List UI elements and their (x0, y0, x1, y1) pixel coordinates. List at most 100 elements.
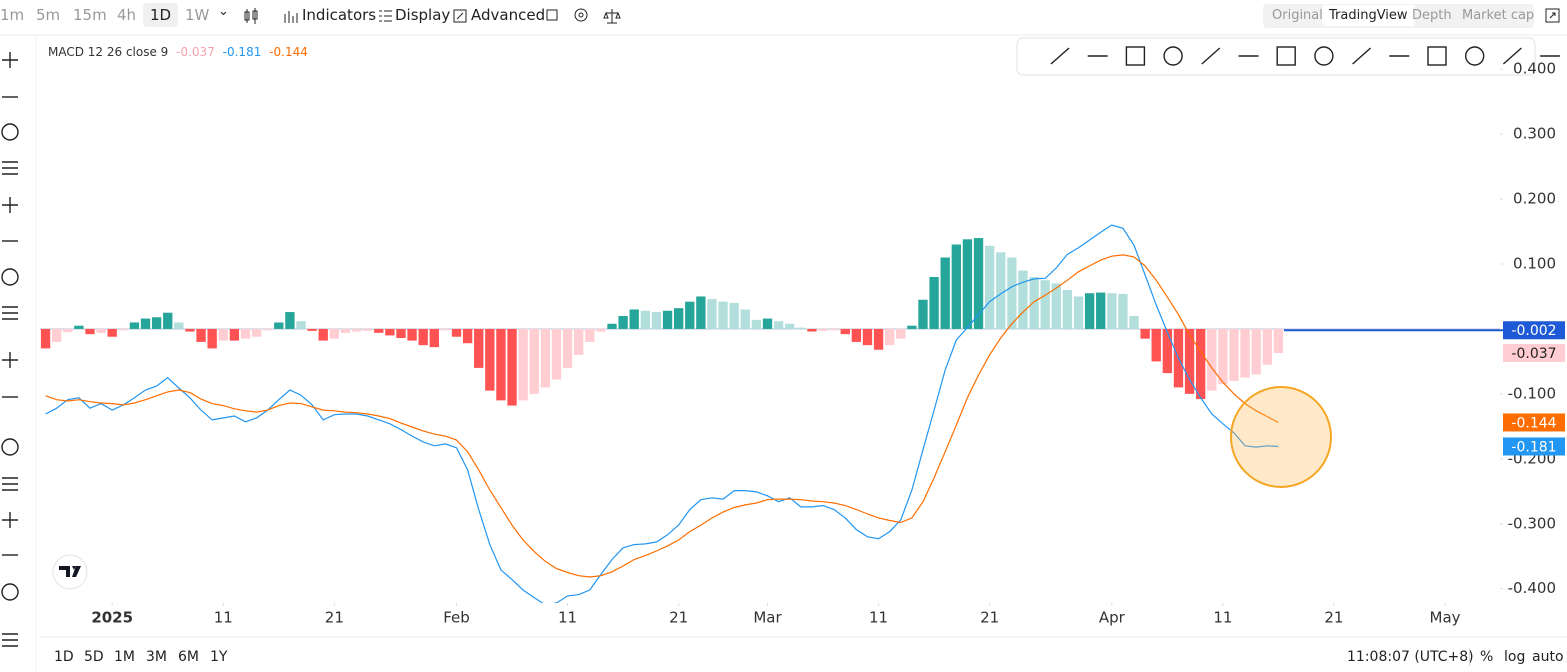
range[interactable]: 3M (146, 649, 167, 665)
value-tag (1503, 321, 1565, 340)
icon (1276, 46, 1296, 66)
histogram-bar (851, 328, 862, 342)
drawing-tools-panel[interactable] (1016, 37, 1561, 76)
x-tick-label: 21 (980, 609, 999, 627)
histogram-bar (685, 301, 695, 329)
x-tick-label: 11 (869, 609, 888, 627)
sidebar-tool[interactable] (1, 123, 19, 141)
log-toggle[interactable]: log (1504, 649, 1526, 665)
histogram-bar (496, 328, 506, 401)
drawing-tool[interactable] (1201, 47, 1221, 65)
x-tick-label: Mar (753, 609, 782, 627)
histogram-bar (773, 321, 784, 329)
indicator-line (45, 254, 1279, 578)
histogram-bar (873, 328, 884, 350)
sidebar-tool[interactable] (2, 633, 18, 647)
interval-active[interactable]: 1D (143, 3, 179, 27)
tv-logo (52, 554, 88, 590)
sidebar-tool[interactable] (2, 352, 18, 368)
histogram-bar (362, 328, 373, 331)
histogram-bar (984, 245, 995, 329)
display-button[interactable]: Display (395, 6, 451, 24)
icon (2, 197, 18, 213)
histogram-bar (263, 328, 273, 331)
sidebar-tool[interactable] (2, 197, 18, 213)
legend-value: -0.037 (176, 45, 215, 59)
sidebar-tool[interactable] (1, 268, 19, 286)
toolbar-icons[interactable] (545, 7, 635, 25)
sidebar-tool[interactable] (2, 512, 18, 528)
histogram-bar (163, 312, 173, 329)
highlight-circle (1230, 386, 1332, 488)
histogram-bar (929, 276, 939, 329)
range[interactable]: 5D (84, 649, 104, 665)
histogram-bar (1262, 328, 1272, 365)
interval[interactable]: 1W (185, 6, 210, 24)
histogram-bar (1184, 328, 1195, 394)
histogram-bar (1107, 293, 1117, 329)
range[interactable]: 1D (54, 649, 74, 665)
indicators-button[interactable]: Indicators (302, 6, 377, 24)
view-option[interactable]: Market cap (1462, 8, 1535, 23)
histogram-bar (729, 302, 739, 329)
interval[interactable]: 5m (36, 6, 61, 24)
interval[interactable]: 1m (0, 6, 25, 24)
chart-type-icon[interactable] (243, 7, 261, 25)
drawing-tool[interactable] (1427, 46, 1447, 66)
view-option[interactable]: Depth (1412, 8, 1452, 23)
histogram-bar (940, 257, 950, 329)
sidebar-tool[interactable] (1, 438, 19, 456)
histogram-bar (662, 310, 673, 329)
x-tick-label: 11 (558, 609, 577, 627)
histogram-bar (418, 328, 428, 346)
sidebar-tool[interactable] (2, 306, 18, 320)
drawing-tool[interactable] (1464, 46, 1485, 66)
histogram-bar (696, 296, 706, 329)
sidebar-tool[interactable] (2, 477, 18, 491)
drawing-tool[interactable] (1352, 47, 1372, 65)
histogram-bar (740, 309, 750, 329)
indicator-line (45, 224, 1279, 603)
drawing-tool[interactable] (1125, 46, 1146, 66)
x-tick-label: 21 (325, 609, 344, 627)
sidebar-tool[interactable] (1, 583, 19, 601)
histogram-bar (996, 252, 1006, 329)
view-option[interactable]: Original (1272, 8, 1323, 23)
histogram-bar (396, 328, 406, 339)
histogram-bar (240, 328, 251, 339)
value-tag-label: -0.002 (1511, 323, 1556, 339)
histogram-bar (1096, 292, 1106, 329)
fullscreen-icon[interactable] (1545, 8, 1561, 24)
drawing-tool[interactable] (1276, 46, 1296, 66)
indicators-icon (284, 11, 298, 23)
range[interactable]: 1Y (210, 649, 228, 665)
icon (2, 161, 18, 175)
sidebar-tool[interactable] (2, 161, 18, 175)
percent-toggle[interactable]: % (1480, 649, 1494, 665)
interval-menu[interactable]: ⌄ (218, 4, 229, 19)
range[interactable]: 1M (114, 649, 135, 665)
drawing-tool[interactable] (1314, 46, 1334, 66)
histogram-bar (518, 328, 528, 401)
drawing-sidebar[interactable] (1, 52, 19, 647)
y-tick-label: 0.100 (1513, 255, 1556, 273)
icon (2, 306, 18, 320)
value-tag-label: -0.037 (1511, 346, 1556, 362)
histogram-bar (718, 301, 728, 329)
interval[interactable]: 15m (73, 6, 107, 24)
range[interactable]: 6M (178, 649, 199, 665)
view-option-active[interactable]: TradingView (1322, 5, 1415, 26)
histogram-bar (129, 322, 140, 329)
drawing-tool[interactable] (1163, 46, 1183, 66)
legend-value: -0.181 (222, 45, 262, 59)
histogram-bar (762, 318, 773, 329)
drawing-tool[interactable] (1050, 47, 1070, 65)
histogram-bar (1251, 328, 1261, 375)
auto-toggle[interactable]: auto (1532, 649, 1564, 665)
display-icon (379, 10, 392, 22)
advanced-button[interactable]: Advanced (471, 6, 546, 24)
histogram-bar (785, 323, 795, 329)
interval[interactable]: 4h (117, 6, 137, 24)
drawing-tool[interactable] (1502, 47, 1522, 65)
sidebar-tool[interactable] (2, 52, 18, 68)
